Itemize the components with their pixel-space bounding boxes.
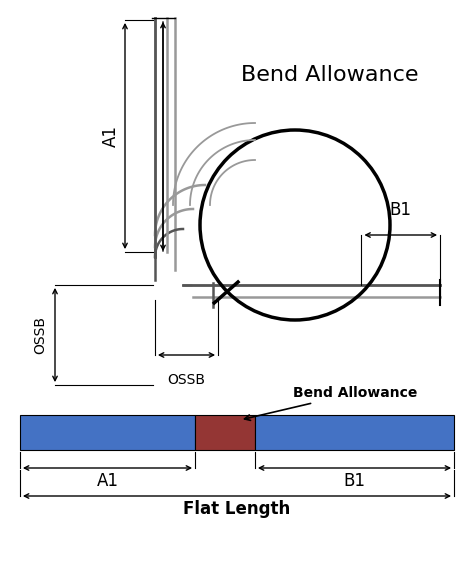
Text: B1: B1 <box>344 472 365 490</box>
Text: B1: B1 <box>390 201 412 219</box>
Text: OSSB: OSSB <box>167 373 206 387</box>
Text: Flat Length: Flat Length <box>183 500 291 518</box>
Text: Bend Allowance: Bend Allowance <box>245 386 417 420</box>
Text: OSSB: OSSB <box>33 316 47 354</box>
Text: Bend Allowance: Bend Allowance <box>241 65 419 85</box>
Bar <box>255 415 454 450</box>
Bar <box>20 415 195 450</box>
Text: A1: A1 <box>102 125 120 147</box>
Bar <box>195 415 255 450</box>
Text: A1: A1 <box>97 472 118 490</box>
